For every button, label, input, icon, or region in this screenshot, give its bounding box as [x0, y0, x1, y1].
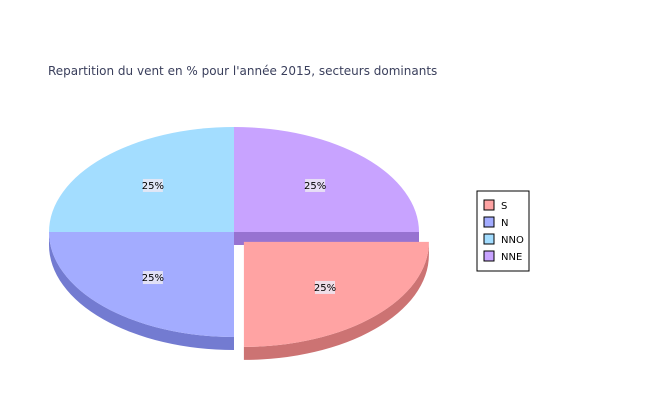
legend: SN NNO NNE — [476, 190, 530, 272]
legend-label: N — [501, 218, 508, 229]
svg-text:25%: 25% — [304, 181, 326, 192]
data-label-nne: 25% — [304, 178, 326, 192]
legend-swatch — [483, 199, 495, 211]
slice-side-n — [49, 232, 234, 350]
legend-item-n: N — [483, 216, 508, 229]
data-label-s: 25% — [314, 280, 336, 294]
legend-item-nne: NNE — [483, 250, 522, 263]
svg-text:25%: 25% — [142, 181, 164, 192]
slice-nne — [234, 127, 419, 232]
legend-swatch — [483, 233, 495, 245]
legend-item-s: S — [483, 199, 507, 212]
data-label-n: 25% — [142, 271, 164, 285]
legend-label: S — [501, 201, 507, 212]
slice-nno — [49, 127, 234, 232]
slice-n — [49, 232, 234, 337]
slice-s — [243, 241, 429, 347]
legend-swatch — [483, 250, 495, 262]
legend-item-nno: NNO — [483, 233, 524, 246]
svg-text:25%: 25% — [314, 283, 336, 294]
data-label-nno: 25% — [142, 178, 164, 192]
svg-text:25%: 25% — [142, 273, 164, 284]
legend-label: NNE — [501, 252, 522, 263]
slice-wall-nne — [234, 232, 419, 245]
legend-swatch — [483, 216, 495, 228]
chart-title: Repartition du vent en % pour l'année 20… — [48, 64, 438, 78]
slice-side-s — [243, 241, 429, 360]
legend-label: NNO — [501, 235, 524, 246]
